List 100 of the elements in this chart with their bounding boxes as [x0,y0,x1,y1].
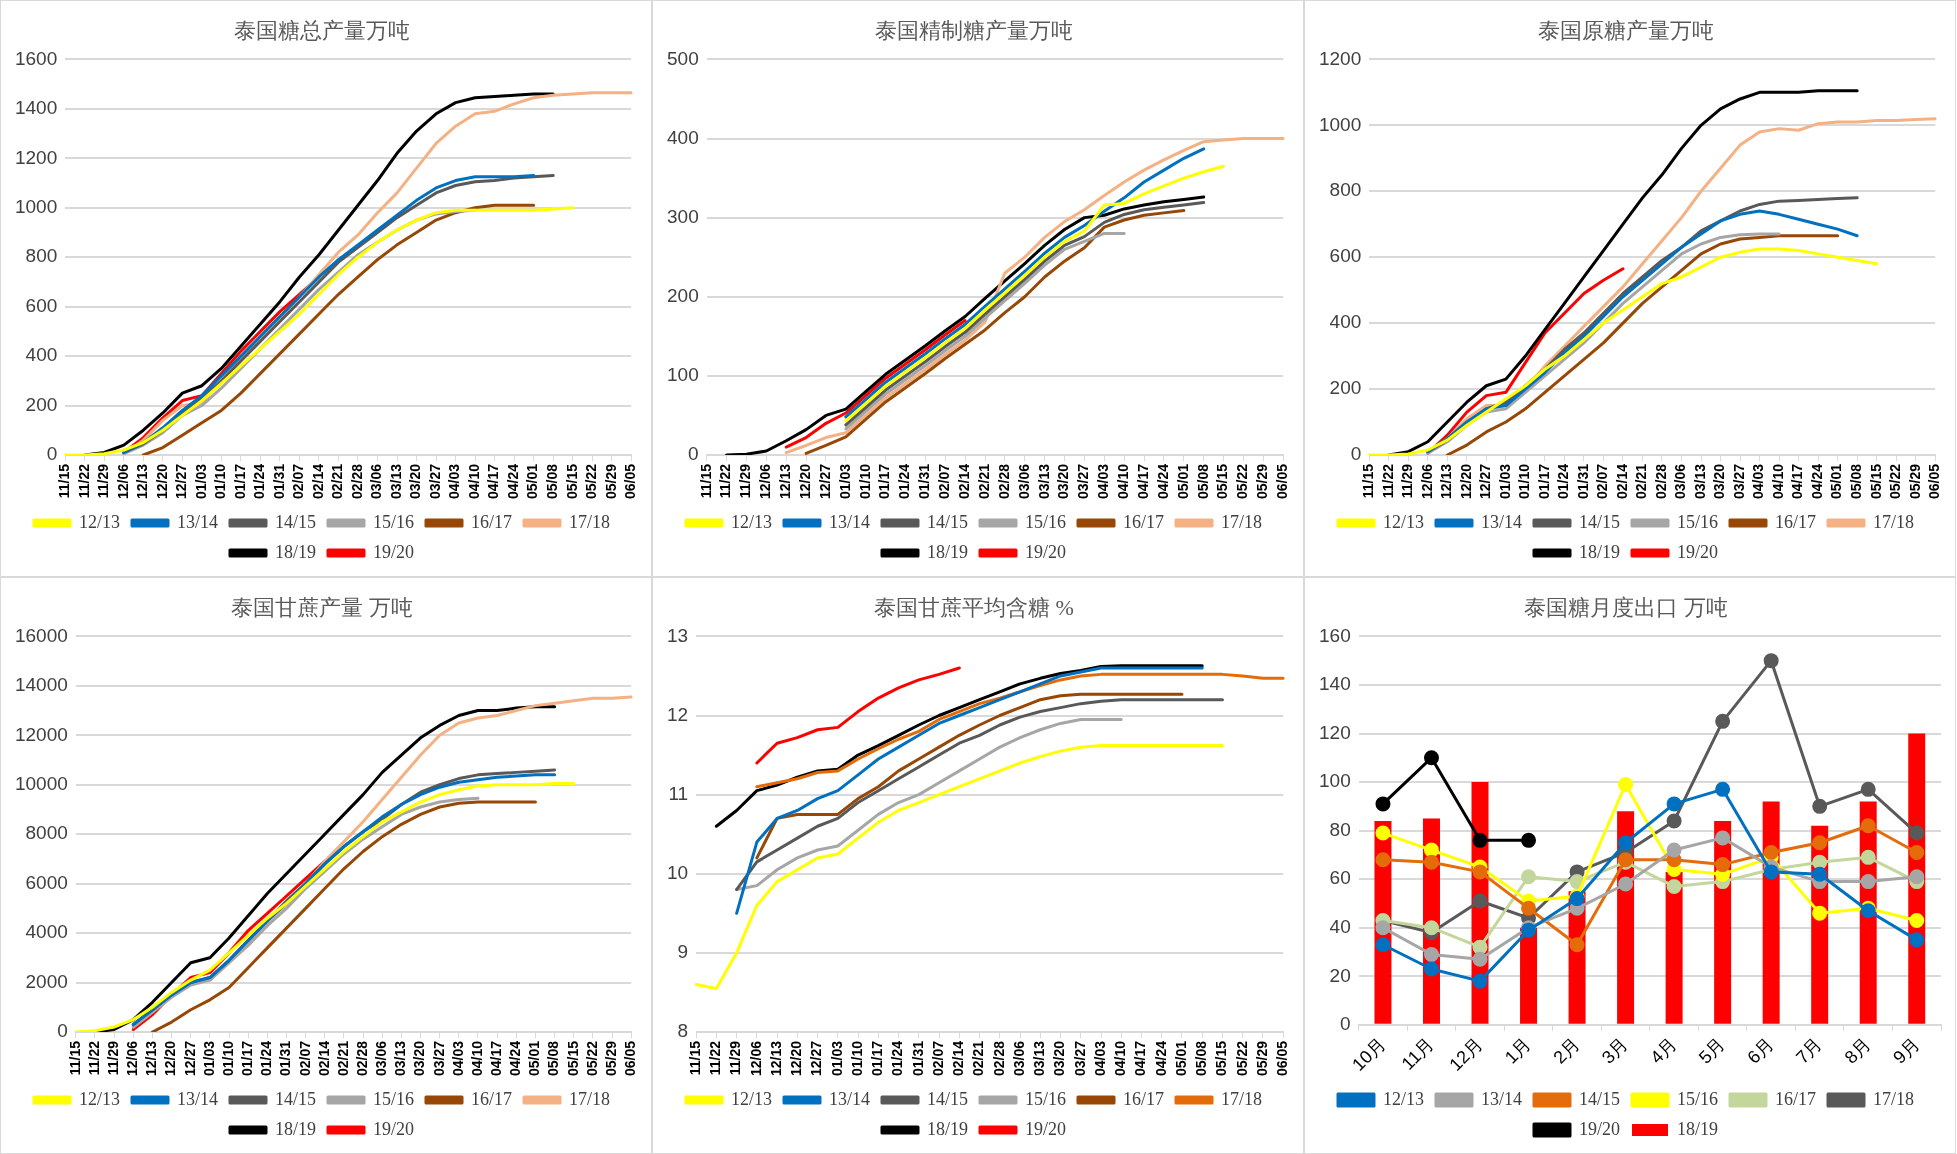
x-tick-label: 05/15 [563,463,580,500]
x-tick-label: 05/15 [1214,463,1231,500]
x-tick-label: 11/29 [1399,463,1416,499]
x-tick-label: 04/17 [485,463,502,500]
y-tick-label: 400 [25,344,58,366]
legend-label: 19/20 [1579,1118,1621,1139]
legend-label: 17/18 [1221,1088,1263,1109]
legend-label: 14/15 [275,1088,317,1109]
y-tick-label: 8000 [25,822,68,844]
x-tick-label: 02/07 [1594,463,1611,500]
x-tick-label: 01/03 [828,1040,845,1077]
y-tick-label: 14000 [14,674,68,696]
x-tick-label: 03/06 [373,1040,390,1077]
y-tick-label: 300 [667,205,699,227]
legend-label: 19/20 [1025,1118,1067,1139]
y-tick-label: 600 [25,294,58,316]
x-tick-label: 5月 [1695,1033,1729,1068]
y-tick-label: 800 [25,245,58,267]
x-tick-label: 03/27 [430,1040,447,1077]
x-tick-label: 04/03 [1750,463,1767,500]
legend-label: 18/19 [275,1118,317,1139]
x-tick-label: 05/29 [1253,1040,1270,1077]
legend-label: 18/19 [275,541,317,562]
x-tick-label: 12/27 [173,463,190,500]
x-tick-label: 8月 [1840,1033,1875,1068]
x-tick-label: 02/21 [975,463,992,500]
x-tick-label: 12/27 [1477,463,1494,500]
legend-label: 15/16 [1677,511,1719,532]
legend-label: 12/13 [1383,511,1425,532]
x-tick-label: 01/24 [251,463,268,500]
x-tick-label: 10月 [1348,1033,1390,1075]
x-tick-label: 03/13 [392,1040,409,1077]
y-tick-label: 10 [666,861,689,883]
legend-label: 19/20 [373,541,415,562]
y-tick-label: 1000 [14,195,58,217]
y-tick-label: 20 [1329,964,1351,986]
x-tick-label: 06/05 [622,1040,639,1077]
x-tick-label: 04/10 [1112,1040,1129,1077]
legend-label: 12/13 [731,511,773,532]
legend-label: 14/15 [927,511,969,532]
x-tick-label: 02/28 [348,463,365,500]
x-tick-label: 2月 [1549,1033,1584,1068]
x-tick-label: 01/24 [896,463,913,500]
x-tick-label: 04/17 [1134,463,1151,500]
legend-label: 19/20 [373,1118,415,1139]
x-tick-label: 04/24 [504,463,521,500]
x-tick-label: 01/10 [219,1040,236,1077]
x-tick-label: 05/01 [524,463,541,500]
y-tick-label: 2000 [25,970,68,992]
x-tick-label: 12/06 [757,463,774,500]
x-tick-label: 12月 [1445,1033,1487,1075]
legend-label: 18/19 [927,541,969,562]
x-tick-label: 11/15 [1360,463,1377,499]
x-tick-label: 04/03 [1091,1040,1108,1077]
x-tick-label: 11/22 [1379,463,1396,499]
legend-label: 15/16 [1677,1088,1719,1109]
x-tick-label: 05/15 [1213,1040,1230,1077]
x-tick-label: 05/08 [1848,463,1864,500]
legend-label: 15/16 [373,511,415,532]
x-tick-label: 05/29 [602,1040,619,1077]
x-tick-label: 05/08 [1193,1040,1210,1077]
legend-label: 12/13 [79,1088,121,1109]
x-tick-label: 02/07 [290,463,307,500]
x-tick-label: 02/14 [950,1040,967,1077]
x-tick-label: 12/20 [162,1040,179,1077]
y-tick-label: 11 [668,782,689,804]
x-tick-label: 01/24 [258,1040,275,1077]
x-tick-label: 02/28 [995,463,1012,500]
y-tick-label: 6000 [25,871,68,893]
legend-label: 17/18 [569,1088,611,1109]
x-tick-label: 06/05 [622,463,639,500]
y-tick-label: 1200 [1318,47,1362,69]
x-tick-label: 01/10 [848,1040,865,1077]
legend-label: 16/17 [471,511,513,532]
x-tick-label: 06/05 [1274,463,1291,500]
legend-label: 18/19 [927,1118,969,1139]
y-tick-label: 0 [57,1020,68,1042]
x-tick-label: 02/28 [1652,463,1669,500]
x-tick-label: 12/13 [1438,463,1455,500]
x-tick-label: 02/14 [315,1040,332,1077]
x-tick-label: 01/03 [836,463,853,500]
x-tick-label: 11/15 [56,463,73,499]
x-tick-label: 05/08 [545,1040,562,1077]
x-tick-label: 04/03 [1095,463,1112,500]
x-tick-label: 06/05 [1274,1040,1291,1077]
x-tick-label: 01/10 [1516,463,1533,500]
y-tick-label: 1400 [14,97,58,119]
x-tick-label: 01/10 [212,463,229,500]
legend-label: 18/19 [1677,1118,1719,1139]
x-tick-label: 01/31 [909,1040,926,1077]
x-tick-label: 03/20 [407,463,424,500]
x-tick-label: 12/27 [181,1040,198,1077]
x-tick-label: 11/15 [697,463,714,499]
x-tick-label: 03/20 [1055,463,1072,500]
legend-label: 14/15 [275,511,317,532]
x-tick-label: 04/10 [468,1040,485,1077]
x-tick-label: 01/03 [1496,463,1513,500]
chart-title: 泰国糖月度出口 万吨 [1524,594,1728,620]
x-tick-label: 12/13 [143,1040,160,1077]
y-tick-label: 80 [1329,818,1351,840]
